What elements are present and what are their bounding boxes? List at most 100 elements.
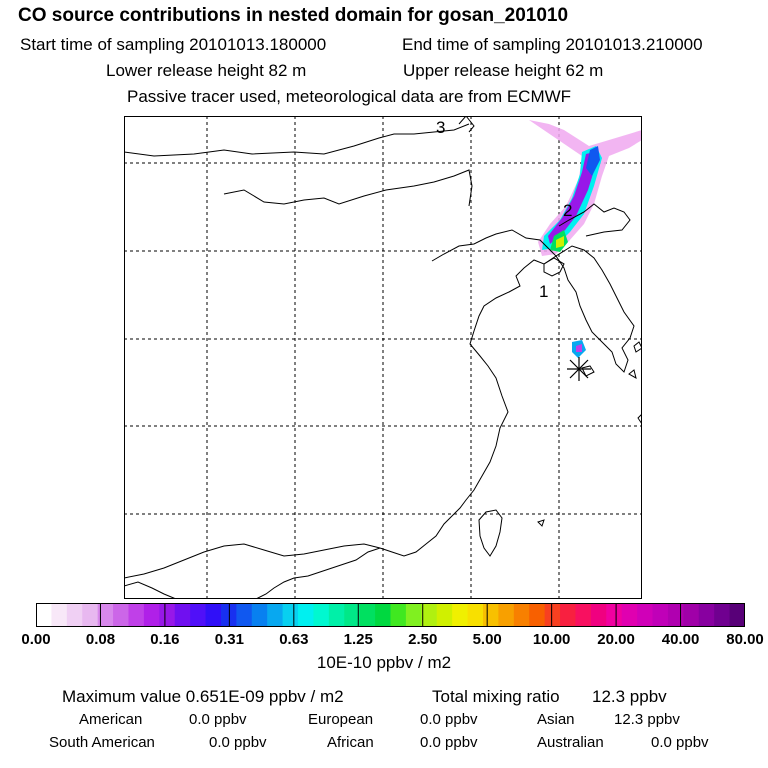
border-south	[124, 543, 381, 579]
coastlines	[124, 116, 642, 599]
region-value: 0.0 ppbv	[420, 734, 478, 751]
border-southwest	[124, 581, 177, 599]
concentration-plume	[529, 120, 642, 358]
coast-korea	[555, 245, 635, 373]
colorbar-cell	[251, 603, 268, 627]
border-north	[124, 123, 470, 157]
colorbar-cell	[421, 603, 438, 627]
colorbar-cell	[621, 603, 638, 627]
region-name: Asian	[537, 711, 575, 728]
colorbar-tick-label: 0.31	[214, 631, 244, 648]
colorbar-tick-label: 2.50	[408, 631, 438, 648]
colorbar-cell	[606, 603, 623, 627]
lower-release-height: Lower release height 82 m	[106, 61, 307, 80]
colorbar-cell	[482, 603, 499, 627]
colorbar-tick-label: 5.00	[472, 631, 502, 648]
colorbar-cell	[529, 603, 546, 627]
colorbar-cell	[436, 603, 453, 627]
trajectory-label-1: 1	[539, 282, 548, 301]
trajectory-label-2: 2	[563, 201, 572, 220]
colorbar-cell	[143, 603, 160, 627]
colorbar-cell	[205, 603, 222, 627]
region-value: 0.0 ppbv	[209, 734, 267, 751]
colorbar-cell	[36, 603, 53, 627]
coast-shandong	[543, 257, 565, 277]
colorbar-cell	[66, 603, 83, 627]
colorbar-cell	[405, 603, 422, 627]
colorbar-cell	[375, 603, 392, 627]
tracer-note: Passive tracer used, meteorological data…	[127, 87, 572, 106]
max-value-label: Maximum value 0.651E-09 ppbv / m2	[62, 687, 344, 706]
colorbar-tick-label: 20.00	[597, 631, 635, 648]
region-value: 0.0 ppbv	[651, 734, 709, 751]
colorbar-cell	[729, 603, 745, 627]
colorbar-cell	[452, 603, 469, 627]
colorbar-cell	[344, 603, 361, 627]
coast-islet-c	[537, 519, 545, 527]
region-value: 0.0 ppbv	[189, 711, 247, 728]
colorbar-unit-label: 10E-10 ppbv / m2	[316, 653, 452, 672]
colorbar-cell	[82, 603, 99, 627]
colorbar	[36, 603, 745, 627]
upper-release-height: Upper release height 62 m	[403, 61, 604, 80]
colorbar-cell	[698, 603, 715, 627]
border-tip	[458, 116, 475, 133]
colorbar-cell	[298, 603, 315, 627]
colorbar-tick-label: 0.16	[150, 631, 180, 648]
region-value: 0.0 ppbv	[420, 711, 478, 728]
colorbar-cell	[282, 603, 299, 627]
colorbar-cell	[313, 603, 330, 627]
trajectory-label-3: 3	[436, 118, 445, 137]
map-frame	[124, 116, 642, 599]
colorbar-cell	[159, 603, 176, 627]
colorbar-cell	[513, 603, 530, 627]
colorbar-cell	[667, 603, 684, 627]
region-name: South American	[49, 734, 155, 751]
colorbar-cell	[714, 603, 731, 627]
colorbar-cell	[190, 603, 207, 627]
lat-lon-grid	[124, 116, 642, 599]
plot-title: CO source contributions in nested domain…	[18, 5, 569, 26]
plume-blue	[586, 146, 600, 176]
total-mixing-label: Total mixing ratio	[432, 687, 560, 706]
total-mixing-value: 12.3 ppbv	[592, 687, 667, 706]
border-inner	[223, 169, 473, 207]
coast-islet-b	[637, 413, 642, 425]
colorbar-cell	[467, 603, 484, 627]
colorbar-frame	[36, 603, 745, 627]
colorbar-cell	[359, 603, 376, 627]
colorbar-cell	[590, 603, 607, 627]
border-korea-north	[558, 203, 631, 237]
colorbar-tick-label: 0.08	[85, 631, 116, 648]
region-name: American	[79, 711, 143, 728]
colorbar-tick-label: 0.63	[279, 631, 309, 648]
colorbar-cell	[236, 603, 253, 627]
region-name: African	[327, 734, 374, 751]
plume-purple	[548, 152, 596, 244]
colorbar-cell	[683, 603, 700, 627]
coast-japan-islet	[633, 341, 642, 353]
colorbar-tick-label: 1.25	[343, 631, 373, 648]
region-name: European	[308, 711, 374, 728]
colorbar-cell	[97, 603, 114, 627]
colorbar-tick-label: 40.00	[661, 631, 700, 648]
colorbar-cell	[128, 603, 145, 627]
start-time-label: Start time of sampling 20101013.180000	[20, 35, 327, 54]
colorbar-cell	[575, 603, 592, 627]
coast-islet-a	[628, 369, 637, 380]
plume-yellow	[556, 236, 564, 248]
colorbar-tick-label: 10.00	[532, 631, 571, 648]
colorbar-cell	[544, 603, 561, 627]
coast-china-east	[255, 229, 557, 599]
colorbar-cell	[560, 603, 577, 627]
region-value: 12.3 ppbv	[614, 711, 680, 728]
receptor-asterisk-icon	[567, 357, 591, 381]
colorbar-cell	[51, 603, 68, 627]
colorbar-tick-label: 80.00	[726, 631, 764, 648]
plume-south-purple	[576, 344, 582, 352]
colorbar-cell	[328, 603, 345, 627]
region-name: Australian	[537, 734, 604, 751]
colorbar-cell	[174, 603, 191, 627]
coast-jeju	[581, 365, 595, 377]
colorbar-cell	[652, 603, 669, 627]
